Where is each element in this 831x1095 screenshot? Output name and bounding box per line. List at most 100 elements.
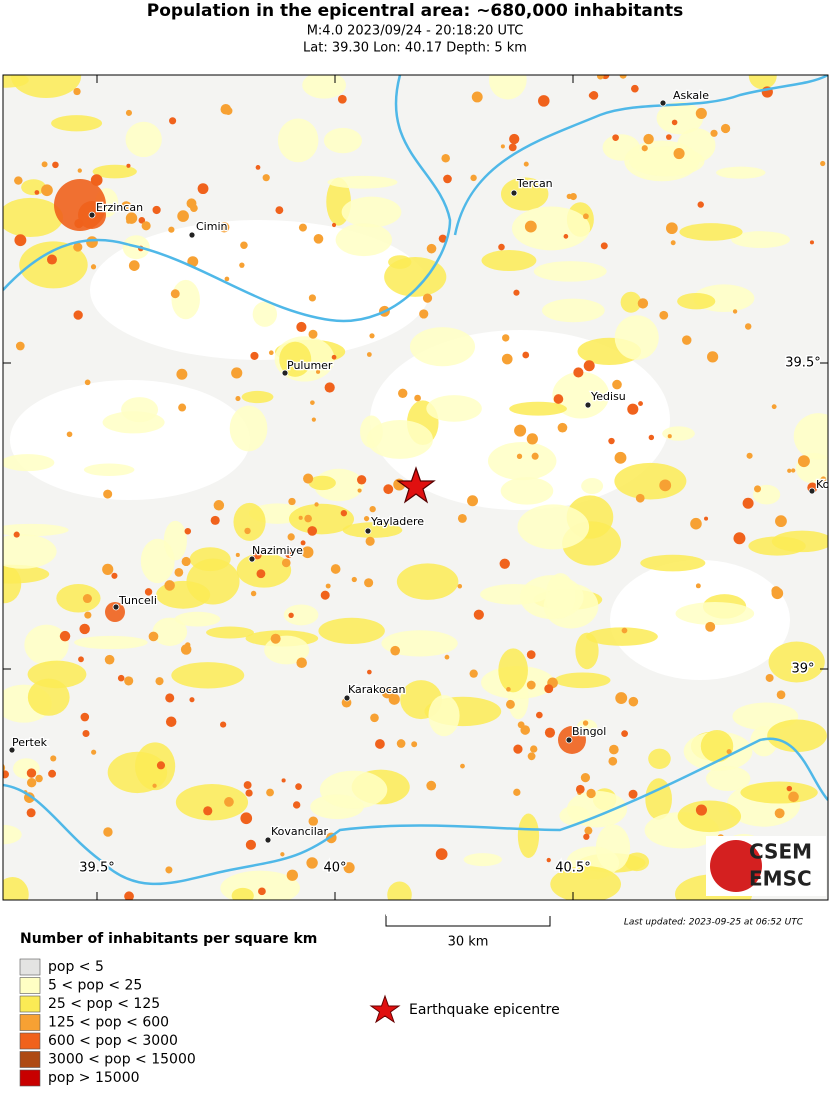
density-area (174, 611, 221, 627)
city-label: Cimin (196, 220, 228, 233)
settlement (746, 452, 753, 459)
settlement (306, 857, 318, 869)
settlement (726, 749, 732, 755)
settlement (575, 784, 585, 794)
legend-label: pop < 5 (48, 959, 104, 975)
logo-text: CSEM (749, 840, 812, 864)
density-area (748, 75, 777, 90)
settlement (775, 515, 787, 528)
subtitle: M:4.0 2023/09/24 - 20:18:20 UTC (307, 24, 524, 39)
density-area (277, 118, 319, 163)
density-area (552, 371, 610, 419)
settlement (628, 696, 639, 707)
density-area (645, 778, 672, 820)
density-area (480, 584, 549, 605)
settlement (126, 163, 131, 168)
settlement (128, 260, 140, 271)
settlement (258, 887, 266, 896)
settlement (165, 866, 173, 874)
density-area (767, 719, 827, 753)
scale-bar (385, 914, 551, 927)
settlement (563, 234, 569, 239)
settlement (165, 693, 175, 703)
settlement (210, 515, 220, 525)
density-area (677, 293, 716, 310)
settlement (682, 335, 692, 345)
settlement (396, 739, 406, 748)
settlement (295, 783, 302, 790)
settlement (103, 489, 113, 499)
settlement (526, 680, 536, 690)
settlement (505, 699, 515, 709)
density-area (662, 426, 695, 441)
settlement (467, 495, 479, 507)
settlement (600, 242, 608, 250)
density-area (731, 231, 790, 249)
city-label: Yayladere (370, 515, 424, 528)
settlement (197, 183, 209, 195)
settlement (330, 564, 341, 574)
settlement (256, 569, 266, 579)
settlement (665, 134, 672, 140)
density-area (517, 813, 540, 858)
settlement (364, 578, 374, 588)
density-area (677, 128, 716, 163)
density-area (366, 419, 433, 459)
settlement (473, 609, 484, 620)
city-label: Ko (816, 478, 830, 491)
lon-label: 40° (323, 861, 346, 876)
city-dot (584, 401, 592, 409)
settlement (73, 310, 83, 320)
settlement (245, 839, 257, 850)
city-dot (364, 527, 372, 535)
city-label: Pulumer (287, 359, 333, 372)
settlement (513, 289, 520, 296)
settlement (41, 184, 53, 197)
settlement (742, 497, 754, 509)
density-area (586, 627, 658, 646)
settlement (471, 91, 483, 103)
settlement (588, 92, 595, 99)
city-dot (281, 369, 289, 377)
settlement (90, 264, 97, 270)
settlement (754, 485, 762, 493)
settlement (144, 588, 153, 596)
density-area (620, 291, 642, 313)
settlement (573, 367, 584, 378)
density-area (705, 766, 751, 791)
title: Population in the epicentral area: ~680,… (147, 1, 683, 21)
density-area (533, 261, 607, 282)
settlement (250, 590, 257, 597)
settlement (174, 568, 184, 577)
legend-swatch (19, 977, 41, 994)
settlement (243, 781, 252, 789)
settlement (244, 527, 251, 535)
density-area (319, 770, 388, 809)
density-area (648, 748, 671, 769)
epicentre-legend-symbol (369, 994, 401, 1024)
settlement (530, 745, 538, 753)
settlement (469, 669, 478, 678)
density-area (481, 250, 537, 272)
settlement (391, 686, 399, 693)
settlement (235, 396, 241, 402)
settlement (337, 94, 347, 104)
settlement (124, 891, 134, 900)
settlement (281, 778, 286, 783)
density-area (595, 824, 631, 871)
settlement (357, 488, 362, 493)
density-area (679, 223, 743, 241)
settlement (275, 206, 284, 215)
settlement (91, 749, 97, 755)
settlement (519, 181, 524, 186)
settlement (310, 400, 315, 405)
settlement (523, 161, 529, 167)
density-area (288, 503, 355, 535)
settlement (152, 783, 157, 788)
settlement (643, 133, 654, 145)
settlement (536, 711, 543, 719)
settlement (121, 201, 132, 212)
city-dot (248, 555, 256, 563)
density-area (327, 175, 398, 189)
